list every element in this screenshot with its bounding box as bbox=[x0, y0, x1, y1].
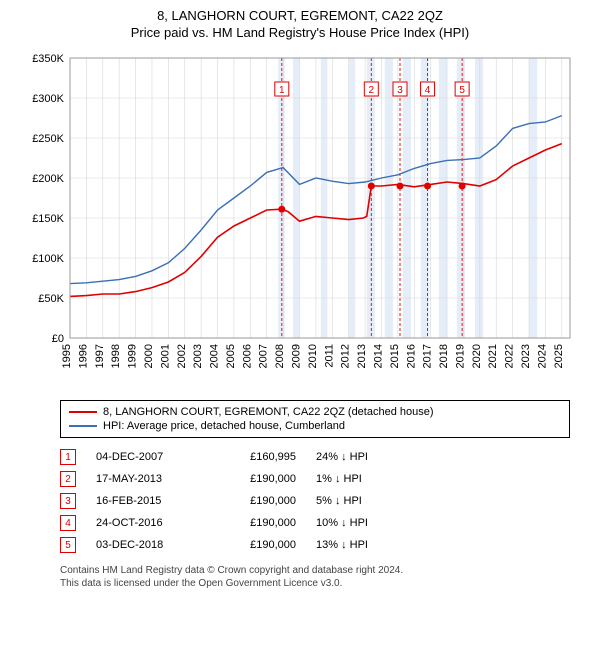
legend-label: 8, LANGHORN COURT, EGREMONT, CA22 2QZ (d… bbox=[103, 406, 434, 418]
legend-swatch bbox=[69, 411, 97, 413]
svg-text:£350K: £350K bbox=[32, 53, 64, 65]
sale-date: 04-DEC-2007 bbox=[96, 451, 196, 463]
sale-diff: 10% ↓ HPI bbox=[316, 517, 406, 529]
sale-diff: 1% ↓ HPI bbox=[316, 473, 406, 485]
svg-text:2007: 2007 bbox=[258, 344, 270, 368]
sale-diff: 13% ↓ HPI bbox=[316, 539, 406, 551]
page-title-line2: Price paid vs. HM Land Registry's House … bbox=[10, 25, 590, 40]
sales-table: 1 04-DEC-2007 £160,995 24% ↓ HPI 2 17-MAY-201… bbox=[60, 446, 570, 556]
legend: 8, LANGHORN COURT, EGREMONT, CA22 2QZ (d… bbox=[60, 400, 570, 438]
sale-price: £190,000 bbox=[216, 517, 296, 529]
sale-row: 3 16-FEB-2015 £190,000 5% ↓ HPI bbox=[60, 490, 570, 512]
svg-text:2: 2 bbox=[369, 85, 375, 96]
svg-text:2024: 2024 bbox=[536, 344, 548, 368]
legend-label: HPI: Average price, detached house, Cumb… bbox=[103, 420, 345, 432]
svg-text:3: 3 bbox=[397, 85, 403, 96]
svg-text:2014: 2014 bbox=[372, 344, 384, 368]
sale-price: £160,995 bbox=[216, 451, 296, 463]
sale-row: 4 24-OCT-2016 £190,000 10% ↓ HPI bbox=[60, 512, 570, 534]
svg-text:2008: 2008 bbox=[274, 344, 286, 368]
svg-text:1997: 1997 bbox=[94, 344, 106, 368]
svg-text:1999: 1999 bbox=[127, 344, 139, 368]
svg-text:1996: 1996 bbox=[77, 344, 89, 368]
svg-text:2012: 2012 bbox=[340, 344, 352, 368]
sale-date: 17-MAY-2013 bbox=[96, 473, 196, 485]
footer-line1: Contains HM Land Registry data © Crown c… bbox=[60, 564, 570, 577]
svg-text:2015: 2015 bbox=[389, 344, 401, 368]
sale-price: £190,000 bbox=[216, 495, 296, 507]
sale-price: £190,000 bbox=[216, 473, 296, 485]
sale-marker: 3 bbox=[60, 493, 76, 509]
svg-text:1: 1 bbox=[279, 85, 285, 96]
page-title-line1: 8, LANGHORN COURT, EGREMONT, CA22 2QZ bbox=[10, 8, 590, 23]
svg-text:2004: 2004 bbox=[209, 344, 221, 368]
svg-text:£100K: £100K bbox=[32, 253, 64, 265]
svg-text:2017: 2017 bbox=[422, 344, 434, 368]
sale-row: 5 03-DEC-2018 £190,000 13% ↓ HPI bbox=[60, 534, 570, 556]
svg-text:2001: 2001 bbox=[159, 344, 171, 368]
svg-text:£300K: £300K bbox=[32, 93, 64, 105]
svg-text:£50K: £50K bbox=[38, 293, 64, 305]
chart-area: 1 2 3 4 5 £0 £50K £100K £150K £200K £250K £300K £350… bbox=[20, 48, 580, 388]
svg-text:2011: 2011 bbox=[323, 344, 335, 368]
svg-text:£150K: £150K bbox=[32, 213, 64, 225]
sale-diff: 5% ↓ HPI bbox=[316, 495, 406, 507]
svg-text:2002: 2002 bbox=[176, 344, 188, 368]
svg-text:1995: 1995 bbox=[61, 344, 73, 368]
svg-text:2023: 2023 bbox=[520, 344, 532, 368]
svg-text:2003: 2003 bbox=[192, 344, 204, 368]
svg-text:2016: 2016 bbox=[405, 344, 417, 368]
svg-text:2005: 2005 bbox=[225, 344, 237, 368]
legend-item: 8, LANGHORN COURT, EGREMONT, CA22 2QZ (d… bbox=[69, 405, 561, 419]
svg-text:4: 4 bbox=[425, 85, 431, 96]
sale-date: 24-OCT-2016 bbox=[96, 517, 196, 529]
svg-text:2022: 2022 bbox=[504, 344, 516, 368]
svg-text:2020: 2020 bbox=[471, 344, 483, 368]
svg-text:2006: 2006 bbox=[241, 344, 253, 368]
svg-text:2009: 2009 bbox=[291, 344, 303, 368]
svg-text:2021: 2021 bbox=[487, 344, 499, 368]
svg-text:2025: 2025 bbox=[553, 344, 565, 368]
sale-row: 2 17-MAY-2013 £190,000 1% ↓ HPI bbox=[60, 468, 570, 490]
svg-text:2013: 2013 bbox=[356, 344, 368, 368]
sale-price: £190,000 bbox=[216, 539, 296, 551]
svg-text:2010: 2010 bbox=[307, 344, 319, 368]
sale-marker: 1 bbox=[60, 449, 76, 465]
svg-text:2018: 2018 bbox=[438, 344, 450, 368]
svg-text:£250K: £250K bbox=[32, 133, 64, 145]
sale-marker: 2 bbox=[60, 471, 76, 487]
sale-date: 16-FEB-2015 bbox=[96, 495, 196, 507]
sale-marker: 4 bbox=[60, 515, 76, 531]
sale-row: 1 04-DEC-2007 £160,995 24% ↓ HPI bbox=[60, 446, 570, 468]
svg-text:£200K: £200K bbox=[32, 173, 64, 185]
svg-text:2019: 2019 bbox=[454, 344, 466, 368]
sale-marker: 5 bbox=[60, 537, 76, 553]
legend-item: HPI: Average price, detached house, Cumb… bbox=[69, 419, 561, 433]
attribution: Contains HM Land Registry data © Crown c… bbox=[60, 564, 570, 590]
footer-line2: This data is licensed under the Open Gov… bbox=[60, 577, 570, 590]
price-chart: 1 2 3 4 5 £0 £50K £100K £150K £200K £250K £300K £350… bbox=[20, 48, 580, 388]
legend-swatch bbox=[69, 425, 97, 427]
sale-diff: 24% ↓ HPI bbox=[316, 451, 406, 463]
svg-text:1998: 1998 bbox=[110, 344, 122, 368]
sale-date: 03-DEC-2018 bbox=[96, 539, 196, 551]
svg-text:2000: 2000 bbox=[143, 344, 155, 368]
svg-text:5: 5 bbox=[459, 85, 465, 96]
svg-text:£0: £0 bbox=[52, 333, 64, 345]
